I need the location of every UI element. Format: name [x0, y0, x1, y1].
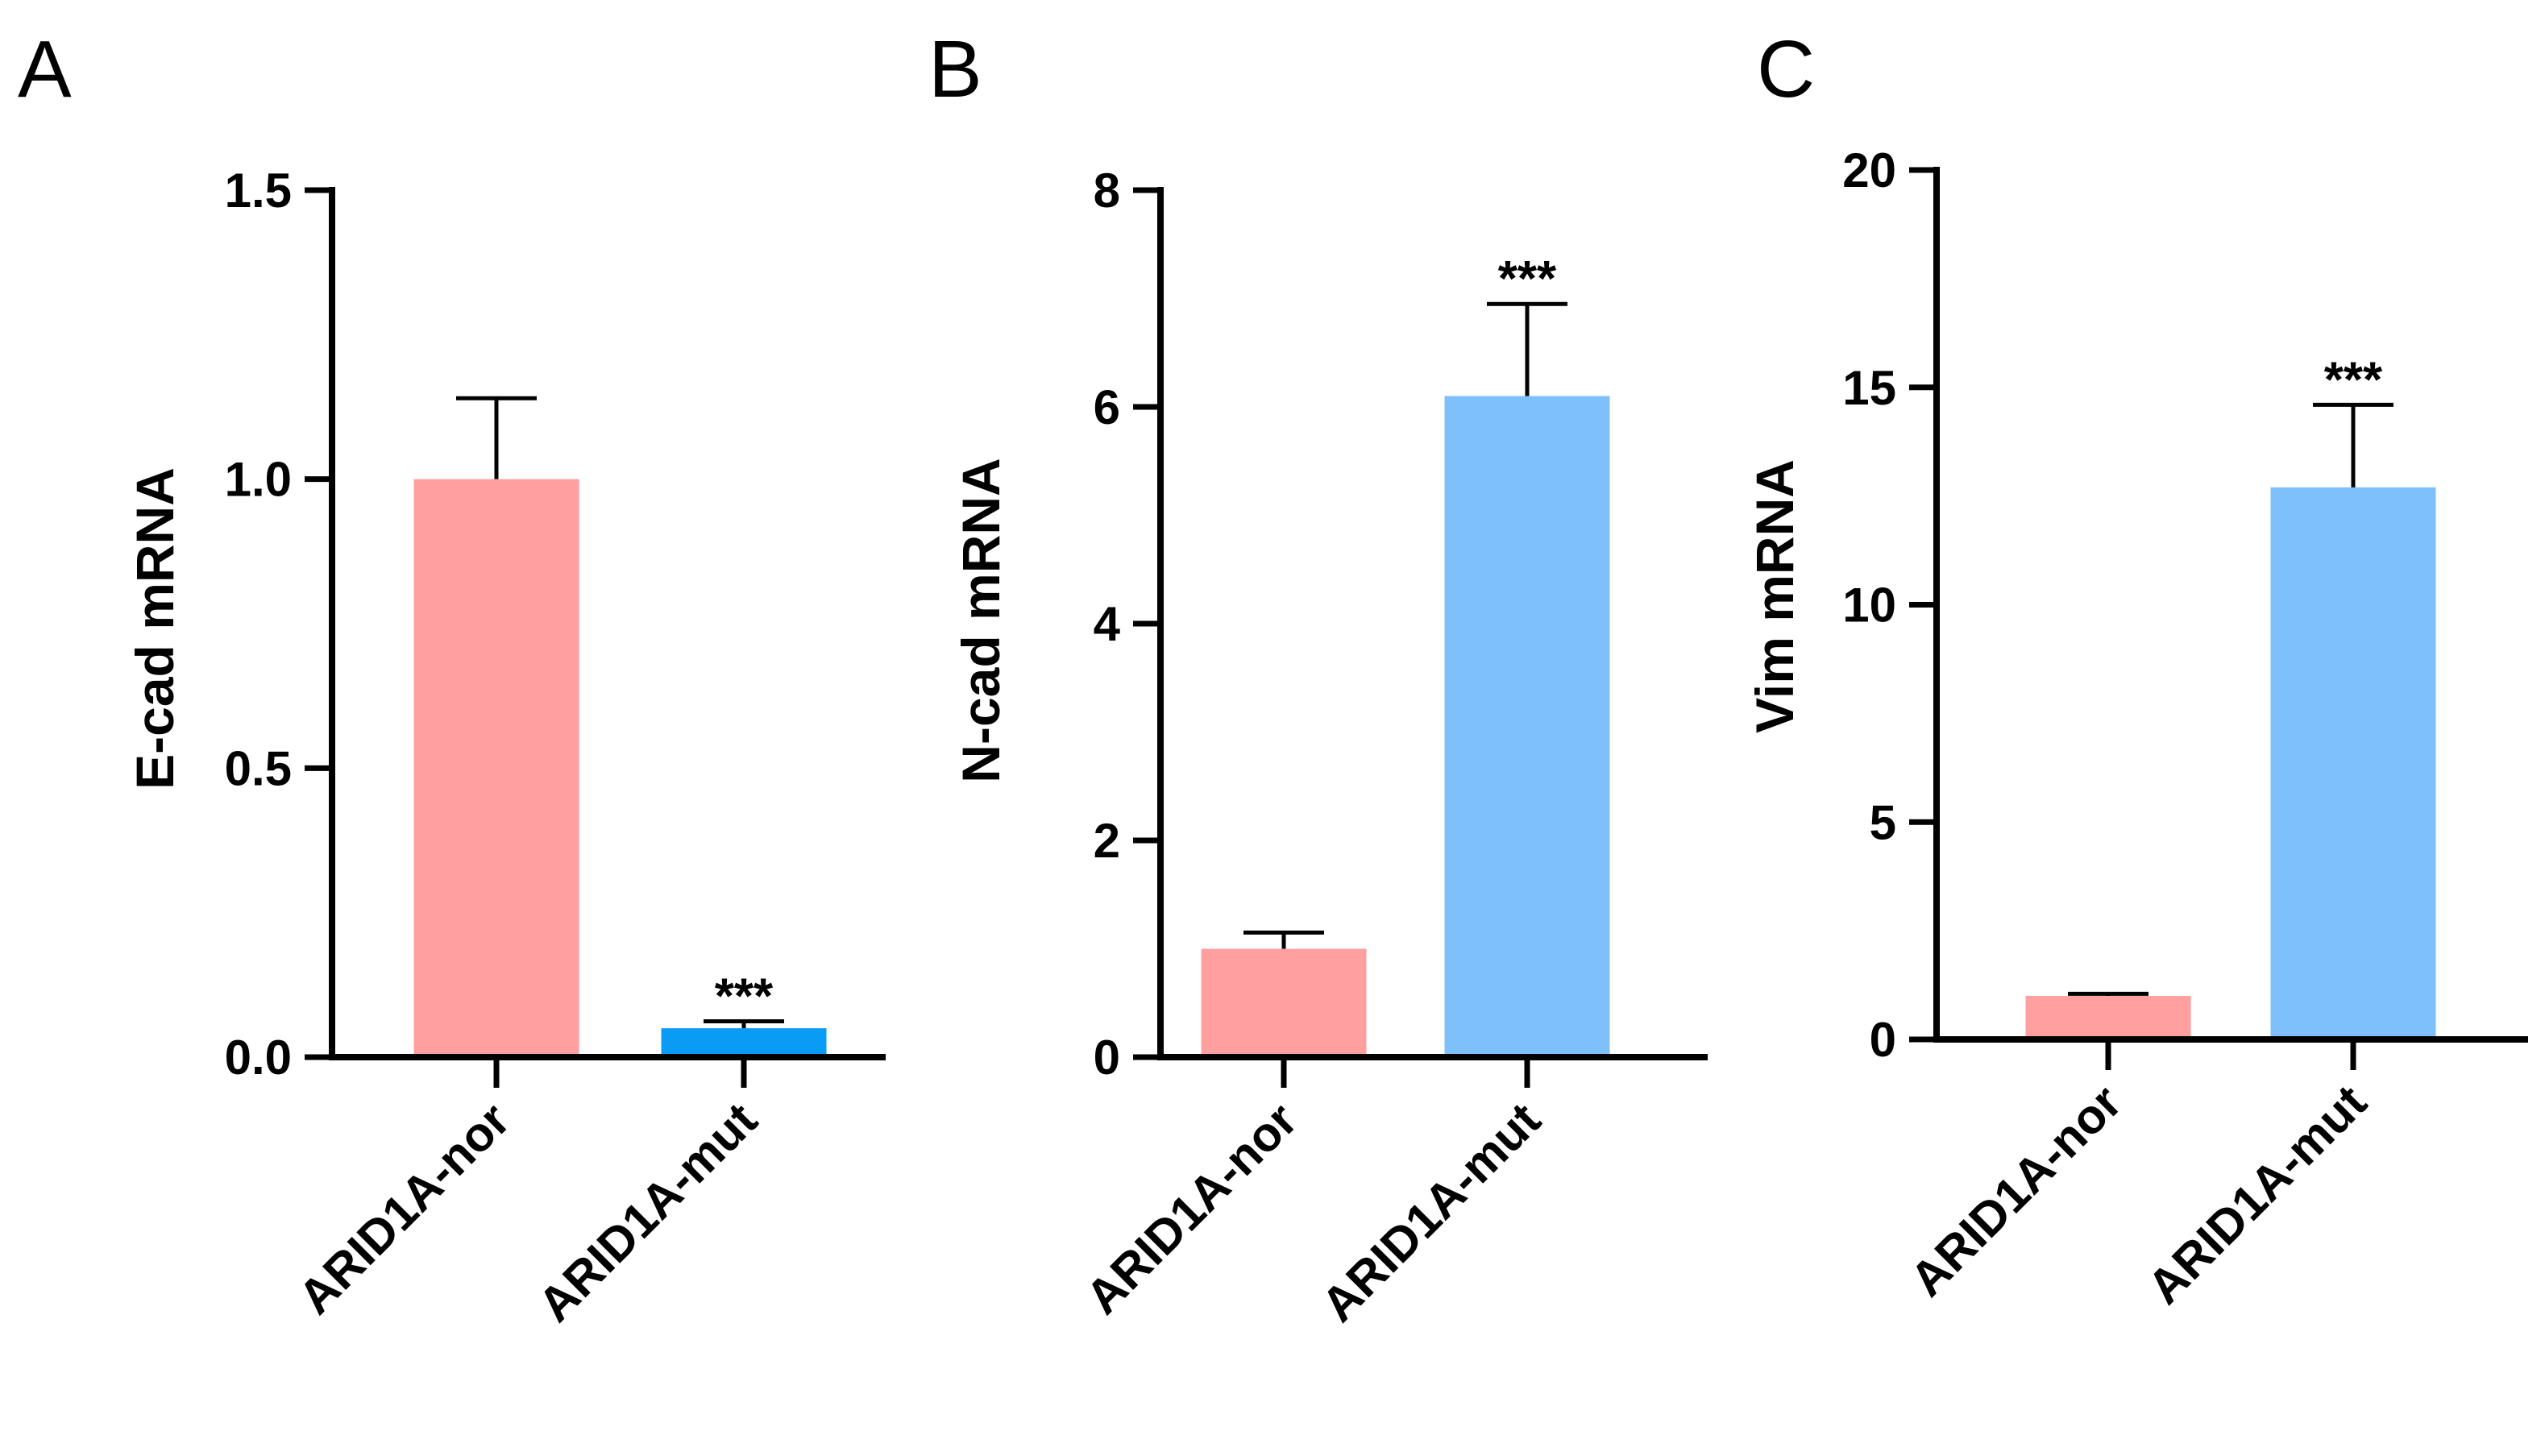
y-tick-label: 0 [1094, 1031, 1120, 1085]
y-tick-label: 6 [1094, 380, 1120, 434]
y-axis-title: N-cad mRNA [951, 458, 1011, 782]
y-tick-label: 2 [1094, 814, 1120, 868]
y-tick-label: 10 [1842, 579, 1896, 633]
error-bar [2313, 402, 2393, 487]
x-tick-label: ARID1A-mut [1311, 1093, 1551, 1332]
x-tick-label: ARID1A-mut [528, 1093, 767, 1332]
bar [413, 479, 579, 1057]
y-axis-title: Vim mRNA [1745, 459, 1804, 733]
error-bar [1487, 301, 1567, 396]
x-tick-label: ARID1A-mut [2137, 1075, 2377, 1314]
error-bar [1243, 930, 1324, 949]
chart-panel-a: A E-cad mRNA 0.0 0.5 1.0 1.5 ARID1A-nor ARID1… [18, 24, 886, 1332]
y-tick-label: 8 [1094, 164, 1120, 218]
panel-letter: B [928, 24, 982, 114]
panel-letter: C [1757, 24, 1815, 114]
x-tick-label: ARID1A-nor [288, 1093, 520, 1325]
bar [2025, 996, 2191, 1039]
significance-label: *** [1498, 251, 1557, 307]
bar [2270, 487, 2436, 1039]
x-tick-label: ARID1A-nor [1899, 1075, 2132, 1307]
y-tick-label: 15 [1842, 361, 1896, 415]
x-tick-label: ARID1A-nor [1075, 1093, 1307, 1325]
error-bar [2068, 991, 2149, 997]
bar [1444, 396, 1610, 1057]
significance-label: *** [715, 969, 774, 1025]
y-tick-label: 1.5 [225, 164, 292, 218]
y-tick-label: 4 [1094, 597, 1121, 651]
chart-panel-c: C Vim mRNA 0 5 10 15 20 ARID1A-nor ARID1A-mut *… [1745, 24, 2528, 1314]
y-tick-label: 0.0 [225, 1031, 292, 1085]
panel-letter: A [18, 24, 72, 114]
significance-label: *** [2324, 352, 2383, 408]
bar [1201, 948, 1367, 1057]
y-tick-label: 5 [1870, 795, 1896, 849]
chart-panel-b: B N-cad mRNA 0 2 4 6 8 ARID1A-nor ARID1A-mut **… [928, 24, 1708, 1332]
error-bar [456, 396, 537, 479]
y-tick-label: 20 [1842, 143, 1896, 197]
y-tick-label: 0.5 [225, 741, 292, 795]
error-bar [704, 1019, 784, 1029]
y-tick-label: 1.0 [225, 453, 292, 507]
y-axis-title: E-cad mRNA [125, 467, 185, 790]
bar [661, 1028, 827, 1057]
y-tick-label: 0 [1870, 1013, 1896, 1067]
